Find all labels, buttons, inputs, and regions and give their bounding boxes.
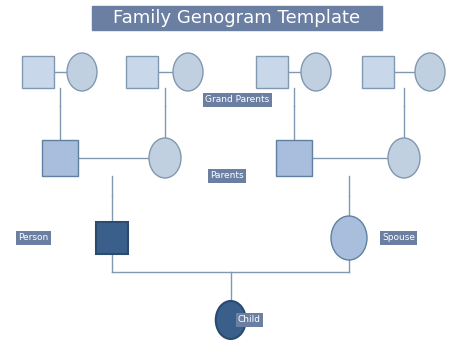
- Ellipse shape: [301, 53, 331, 91]
- Ellipse shape: [149, 138, 181, 178]
- Ellipse shape: [67, 53, 97, 91]
- FancyBboxPatch shape: [92, 6, 382, 30]
- Text: Parents: Parents: [210, 171, 244, 180]
- FancyBboxPatch shape: [97, 222, 128, 254]
- Text: Grand Parents: Grand Parents: [205, 96, 269, 105]
- Ellipse shape: [216, 301, 246, 339]
- Text: Child: Child: [238, 315, 261, 324]
- Ellipse shape: [415, 53, 445, 91]
- Ellipse shape: [331, 216, 367, 260]
- FancyBboxPatch shape: [276, 140, 312, 176]
- Ellipse shape: [173, 53, 203, 91]
- Text: Person: Person: [18, 233, 48, 242]
- Text: Family Genogram Template: Family Genogram Template: [113, 9, 361, 27]
- Text: Spouse: Spouse: [382, 233, 415, 242]
- FancyBboxPatch shape: [362, 56, 394, 88]
- FancyBboxPatch shape: [22, 56, 54, 88]
- FancyBboxPatch shape: [256, 56, 288, 88]
- FancyBboxPatch shape: [126, 56, 158, 88]
- Ellipse shape: [388, 138, 420, 178]
- FancyBboxPatch shape: [42, 140, 78, 176]
